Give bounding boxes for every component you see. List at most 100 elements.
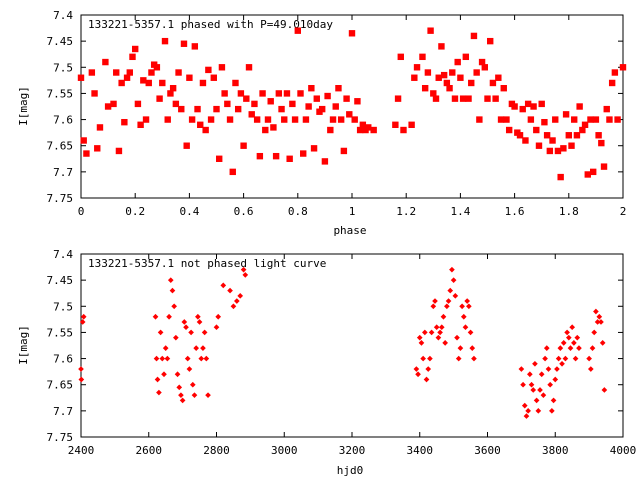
- data-point: [262, 126, 269, 134]
- data-point: [174, 371, 181, 378]
- data-point: [457, 345, 464, 351]
- data-point: [516, 132, 524, 139]
- data-point: [308, 85, 315, 92]
- data-point: [354, 98, 361, 105]
- data-point: [335, 85, 342, 92]
- data-point: [523, 413, 530, 419]
- data-point: [586, 355, 592, 362]
- data-point: [408, 121, 415, 128]
- data-point: [538, 371, 545, 378]
- y-tick-label: 7.55: [47, 87, 74, 100]
- data-point: [213, 324, 220, 331]
- data-point: [418, 340, 425, 346]
- data-point: [161, 371, 167, 378]
- data-point: [256, 152, 264, 160]
- data-point: [186, 366, 193, 372]
- x-tick-label: 4000: [610, 444, 637, 457]
- data-point: [196, 319, 203, 325]
- data-point: [592, 116, 600, 123]
- data-point: [220, 282, 227, 289]
- data-point: [489, 79, 497, 87]
- data-point: [359, 121, 367, 128]
- x-axis-label: phase: [333, 224, 366, 237]
- data-point: [587, 116, 594, 123]
- data-point: [77, 74, 85, 81]
- data-point: [546, 147, 554, 155]
- data-point: [161, 37, 169, 45]
- x-tick-label: 1.6: [505, 205, 525, 218]
- data-point: [154, 376, 161, 383]
- data-point: [547, 381, 553, 388]
- data-point: [569, 324, 576, 331]
- data-point: [80, 137, 87, 144]
- data-point: [562, 111, 570, 118]
- data-point: [473, 69, 480, 76]
- data-point: [432, 95, 440, 102]
- data-point: [598, 319, 604, 325]
- data-point: [242, 272, 249, 278]
- data-point: [532, 360, 538, 367]
- data-point: [554, 366, 560, 372]
- data-point: [83, 150, 90, 157]
- data-point: [159, 355, 166, 362]
- data-point: [549, 408, 555, 414]
- data-point: [229, 168, 236, 176]
- data-point: [164, 116, 171, 123]
- data-point: [78, 366, 84, 372]
- data-point: [370, 126, 377, 134]
- data-point: [511, 103, 518, 110]
- data-point: [571, 116, 578, 123]
- data-point: [460, 313, 467, 320]
- data-point: [172, 100, 180, 108]
- data-point: [572, 355, 579, 362]
- data-point: [173, 334, 179, 341]
- data-point: [438, 43, 445, 50]
- data-point: [443, 79, 451, 87]
- y-tick-label: 7.4: [53, 9, 73, 22]
- y-tick-label: 7.5: [53, 61, 73, 74]
- data-point: [234, 105, 242, 113]
- data-point: [394, 95, 402, 102]
- data-point: [545, 366, 552, 372]
- data-point: [594, 319, 601, 325]
- data-point: [346, 111, 353, 118]
- data-point: [520, 381, 526, 388]
- data-point: [297, 90, 304, 97]
- data-point: [425, 366, 432, 372]
- data-point: [451, 95, 459, 102]
- data-point: [159, 79, 166, 87]
- data-point: [145, 79, 152, 87]
- data-point: [573, 132, 581, 139]
- data-point: [200, 345, 206, 351]
- data-point: [614, 116, 621, 123]
- y-axis-label: I[mag]: [17, 325, 30, 365]
- y-tick-label: 7.4: [53, 248, 73, 261]
- data-point: [78, 376, 85, 383]
- data-point: [392, 121, 399, 128]
- y-tick-label: 7.6: [53, 353, 73, 366]
- data-point: [289, 100, 296, 108]
- data-point: [167, 90, 174, 97]
- tick-group: 0 0.2 0.4 0.6 0.8 1 1.2 1.4 1.6 1.8 2 7.4 7.45 7.5 7.5…: [47, 9, 627, 218]
- data-point: [471, 355, 477, 362]
- data-point: [245, 64, 253, 71]
- data-point: [237, 90, 245, 97]
- data-point: [140, 77, 147, 84]
- data-point: [340, 147, 348, 155]
- data-point: [183, 142, 190, 149]
- data-point: [600, 163, 608, 170]
- tick-group: 2400 2600 2800 3000 3200 3400 3600 3800 4000 7.4 7…: [47, 248, 637, 457]
- data-point: [275, 90, 283, 97]
- data-point: [205, 392, 211, 398]
- data-point: [118, 79, 125, 87]
- data-point: [291, 116, 299, 123]
- data-point: [134, 100, 142, 108]
- data-point: [171, 303, 177, 310]
- data-point: [427, 27, 434, 34]
- x-tick-label: 1: [349, 205, 356, 218]
- data-point: [438, 324, 445, 331]
- data-point: [80, 313, 87, 320]
- x-tick-label: 2800: [203, 444, 230, 457]
- data-point: [294, 27, 301, 34]
- data-point: [267, 98, 274, 105]
